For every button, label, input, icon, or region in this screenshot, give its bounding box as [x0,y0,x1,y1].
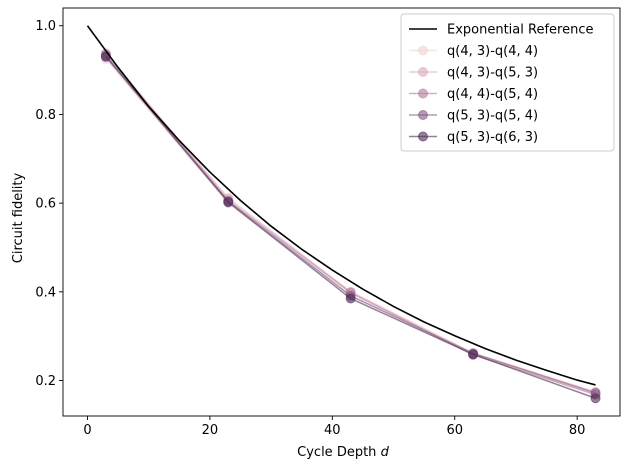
reference-line [86,25,596,386]
legend: Exponential Reference q(4, 3)-q(4, 4) q(4,… [400,13,615,152]
legend-entry-label: q(4, 3)-q(4, 4) [447,44,538,59]
legend-entry-label: q(4, 4)-q(5, 4) [447,87,538,102]
series-5-point [223,197,234,208]
legend-entry-label: q(5, 3)-q(6, 3) [447,130,538,145]
x-tick-label: 20 [202,423,219,438]
series-5-point [590,393,601,404]
legend-marker-swatch [418,67,428,77]
y-tick-label: 0.8 [35,108,56,123]
legend-entry-label: Exponential Reference [447,23,593,38]
axes-frame [62,7,621,417]
y-tick-label: 1.0 [35,19,56,34]
legend-box [400,13,615,152]
plot-area [86,25,601,404]
series-5-point [100,51,111,62]
axes: 0 20 40 60 80 0.2 0.4 0.6 0.8 1.0 [35,7,621,438]
series-5-point [345,293,356,304]
series-5-point [468,349,479,360]
legend-entry-label: q(5, 3)-q(5, 4) [447,109,538,124]
legend-marker-swatch [418,110,428,120]
x-axis-label: Cycle Depth d [297,445,389,460]
legend-entry-label: q(4, 3)-q(5, 3) [447,66,538,81]
legend-marker-swatch [418,131,428,142]
y-axis-label: Circuit fidelity [11,172,26,263]
legend-marker-swatch [418,88,428,99]
y-tick-label: 0.6 [35,197,56,212]
x-tick-label: 80 [569,423,586,438]
x-tick-label: 0 [83,423,91,438]
y-tick-label: 0.2 [35,374,56,389]
x-tick-label: 60 [446,423,463,438]
y-tick-label: 0.4 [35,285,56,300]
x-tick-label: 40 [324,423,341,438]
legend-marker-swatch [418,45,428,56]
